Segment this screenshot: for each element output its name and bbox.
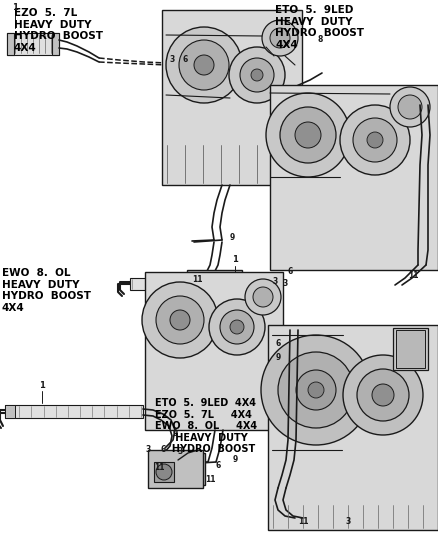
Text: 3: 3 — [177, 448, 183, 456]
Text: 1: 1 — [39, 381, 45, 390]
Circle shape — [220, 310, 254, 344]
Text: 1: 1 — [12, 4, 18, 12]
Text: ETO  5.  9LED  4X4
EZO  5.  7L     4X4
EWO  8.  OL     4X4
      HEAVY  DUTY
   : ETO 5. 9LED 4X4 EZO 5. 7L 4X4 EWO 8. OL … — [155, 398, 257, 455]
Text: 9: 9 — [233, 456, 238, 464]
Bar — [130, 278, 250, 290]
Bar — [187, 270, 242, 300]
Text: 3: 3 — [272, 278, 278, 287]
Text: 11: 11 — [154, 463, 164, 472]
Text: 6: 6 — [215, 462, 221, 471]
Bar — [242, 278, 250, 290]
Circle shape — [156, 296, 204, 344]
Bar — [396, 330, 425, 368]
Circle shape — [156, 464, 172, 480]
Circle shape — [372, 384, 394, 406]
Circle shape — [262, 20, 298, 56]
Text: 3: 3 — [170, 55, 175, 64]
Circle shape — [230, 320, 244, 334]
Bar — [270, 85, 438, 270]
Circle shape — [162, 464, 176, 478]
Text: 11: 11 — [192, 276, 202, 285]
Text: EWO  8.  OL
HEAVY  DUTY
HYDRO  BOOST
4X4: EWO 8. OL HEAVY DUTY HYDRO BOOST 4X4 — [2, 268, 91, 313]
Circle shape — [142, 282, 218, 358]
Circle shape — [343, 355, 423, 435]
Text: 1: 1 — [232, 255, 238, 264]
Bar — [192, 275, 212, 295]
Text: 6: 6 — [276, 338, 281, 348]
Text: ETO  5.  9LED
HEAVY  DUTY
HYDRO  BOOST
4X4: ETO 5. 9LED HEAVY DUTY HYDRO BOOST 4X4 — [275, 5, 364, 50]
Circle shape — [295, 122, 321, 148]
Text: 11: 11 — [408, 271, 418, 279]
Circle shape — [390, 87, 430, 127]
Circle shape — [278, 352, 354, 428]
Text: 6: 6 — [287, 268, 293, 277]
Text: 9: 9 — [230, 232, 235, 241]
Circle shape — [229, 47, 285, 103]
Text: 3: 3 — [145, 446, 151, 455]
Bar — [155, 453, 205, 485]
Circle shape — [166, 27, 242, 103]
Bar — [393, 328, 428, 370]
Bar — [5, 405, 15, 418]
Bar — [162, 10, 302, 185]
Bar — [268, 325, 438, 530]
Circle shape — [353, 118, 397, 162]
Text: 11: 11 — [205, 475, 215, 484]
Text: 11: 11 — [298, 518, 308, 527]
Bar — [5, 405, 143, 418]
Bar — [154, 462, 174, 482]
Circle shape — [357, 369, 409, 421]
Circle shape — [245, 279, 281, 315]
Circle shape — [280, 107, 336, 163]
Circle shape — [194, 55, 214, 75]
Circle shape — [340, 105, 410, 175]
Circle shape — [240, 58, 274, 92]
Text: 3: 3 — [346, 518, 351, 527]
Bar — [7, 33, 14, 55]
Text: 9: 9 — [276, 352, 281, 361]
Text: 6: 6 — [182, 55, 187, 64]
Circle shape — [253, 287, 273, 307]
Text: 9: 9 — [173, 430, 178, 439]
Circle shape — [170, 310, 190, 330]
Circle shape — [308, 382, 324, 398]
Bar — [160, 462, 178, 480]
Text: 6: 6 — [160, 446, 166, 455]
Circle shape — [179, 40, 229, 90]
Circle shape — [296, 370, 336, 410]
Circle shape — [194, 277, 210, 293]
Bar — [7, 33, 59, 55]
Text: 3: 3 — [283, 279, 288, 288]
Circle shape — [270, 28, 290, 48]
Bar — [145, 272, 283, 430]
Text: 8: 8 — [317, 36, 323, 44]
Bar — [148, 450, 203, 488]
Circle shape — [266, 93, 350, 177]
Circle shape — [367, 132, 383, 148]
Circle shape — [251, 69, 263, 81]
Bar — [52, 33, 59, 55]
Text: EZO  5.  7L
HEAVY  DUTY
HYDRO  BOOST
4X4: EZO 5. 7L HEAVY DUTY HYDRO BOOST 4X4 — [14, 8, 103, 53]
Circle shape — [209, 299, 265, 355]
Circle shape — [398, 95, 422, 119]
Circle shape — [261, 335, 371, 445]
